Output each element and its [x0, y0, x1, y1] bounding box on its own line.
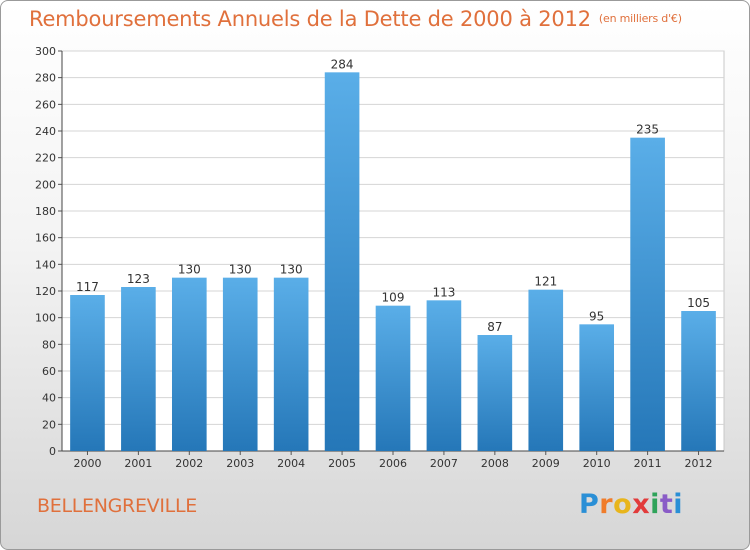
bar [426, 300, 462, 451]
x-tick-label: 2009 [532, 457, 560, 470]
x-tick-label: 2010 [583, 457, 611, 470]
value-label: 130 [280, 263, 303, 277]
value-label: 121 [534, 275, 557, 289]
bar [375, 305, 411, 451]
y-tick-label: 240 [35, 125, 56, 138]
x-tick-label: 2003 [226, 457, 254, 470]
commune-name: BELLENGREVILLE [37, 495, 197, 517]
x-tick-label: 2001 [124, 457, 152, 470]
value-label: 284 [331, 57, 354, 71]
bar [171, 277, 207, 451]
x-tick-label: 2000 [73, 457, 101, 470]
x-tick-label: 2011 [634, 457, 662, 470]
x-tick-label: 2012 [685, 457, 713, 470]
y-tick-label: 60 [42, 365, 56, 378]
y-tick-label: 280 [35, 72, 56, 85]
y-tick-label: 120 [35, 285, 56, 298]
x-tick-label: 2004 [277, 457, 305, 470]
bar [121, 287, 156, 451]
y-tick-label: 160 [35, 232, 56, 245]
bar [324, 72, 360, 451]
value-label: 95 [589, 309, 604, 323]
y-tick-label: 140 [35, 258, 56, 271]
x-tick-label: 2008 [481, 457, 509, 470]
bar [70, 295, 105, 451]
bar [579, 324, 615, 451]
y-tick-label: 80 [42, 338, 56, 351]
value-label: 123 [127, 272, 150, 286]
logo-letter: r [599, 489, 614, 520]
y-tick-label: 180 [35, 205, 56, 218]
y-tick-label: 20 [42, 418, 56, 431]
logo-letter: i [650, 489, 660, 520]
logo-letter: t [659, 489, 674, 520]
bar [630, 137, 665, 451]
y-tick-label: 220 [35, 152, 56, 165]
y-tick-label: 40 [42, 392, 56, 405]
bar [222, 277, 258, 451]
chart-title: Remboursements Annuels de la Dette de 20… [29, 7, 682, 31]
chart-unit: (en milliers d'€) [598, 12, 682, 25]
logo-letter: o [613, 489, 633, 520]
x-tick-label: 2005 [328, 457, 356, 470]
value-label: 113 [432, 285, 455, 299]
y-tick-label: 260 [35, 98, 56, 111]
logo-letter: i [673, 489, 684, 520]
value-label: 117 [76, 280, 99, 294]
y-tick-label: 200 [35, 178, 56, 191]
logo-letter: x [632, 489, 651, 520]
x-tick-label: 2007 [430, 457, 458, 470]
proxiti-logo[interactable]: Proxiti [579, 489, 683, 520]
value-label: 105 [687, 296, 710, 310]
bar [528, 289, 564, 451]
y-tick-label: 300 [35, 45, 56, 58]
bar [477, 335, 513, 451]
y-tick-label: 100 [35, 312, 56, 325]
logo-letter: P [579, 489, 600, 520]
value-label: 109 [382, 291, 405, 305]
value-label: 87 [487, 320, 502, 334]
bar [273, 277, 309, 451]
x-tick-label: 2006 [379, 457, 407, 470]
value-label: 130 [229, 263, 252, 277]
value-label: 235 [636, 123, 659, 137]
value-label: 130 [178, 263, 201, 277]
x-tick-label: 2002 [175, 457, 203, 470]
bar [681, 311, 716, 451]
y-tick-label: 0 [49, 445, 56, 458]
